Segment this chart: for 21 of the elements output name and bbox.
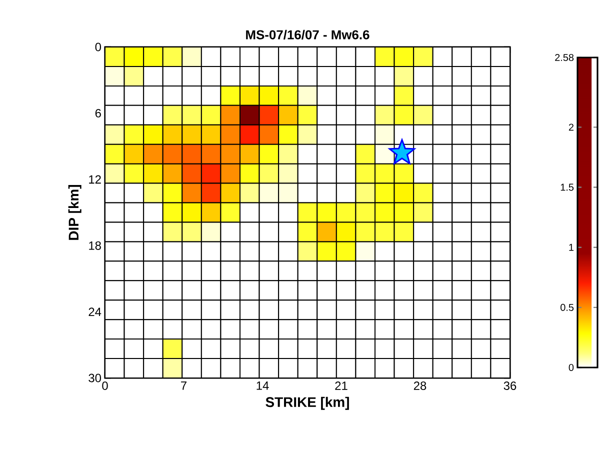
x-tick-label: 7 xyxy=(181,382,186,390)
y-axis-title: DIP [km] xyxy=(68,185,82,240)
color-bar-label: 2.58 xyxy=(555,54,574,62)
y-tick-label: 24 xyxy=(88,308,102,316)
x-tick-label: 21 xyxy=(335,382,348,390)
y-tick-label: 12 xyxy=(89,175,101,184)
y-tick-label: 30 xyxy=(88,374,102,382)
y-tick-label: 0 xyxy=(95,42,102,52)
x-tick-label: 0 xyxy=(102,382,108,390)
color-bar-label: 1 xyxy=(569,244,574,251)
chart-title: MS-07/16/07 - Mw6.6 xyxy=(246,30,370,40)
x-axis-title: STRIKE [km] xyxy=(266,396,349,410)
color-bar-label: 2 xyxy=(568,124,574,131)
color-bar-label: 1.5 xyxy=(560,184,574,191)
x-tick-label: 28 xyxy=(414,382,426,390)
y-tick-label: 6 xyxy=(95,108,101,118)
color-bar-label: 0 xyxy=(568,364,574,372)
x-tick-label: 14 xyxy=(256,382,269,390)
x-tick-label: 36 xyxy=(504,382,516,390)
y-tick-label: 18 xyxy=(89,241,101,250)
color-bar-label: 0.5 xyxy=(560,304,574,311)
